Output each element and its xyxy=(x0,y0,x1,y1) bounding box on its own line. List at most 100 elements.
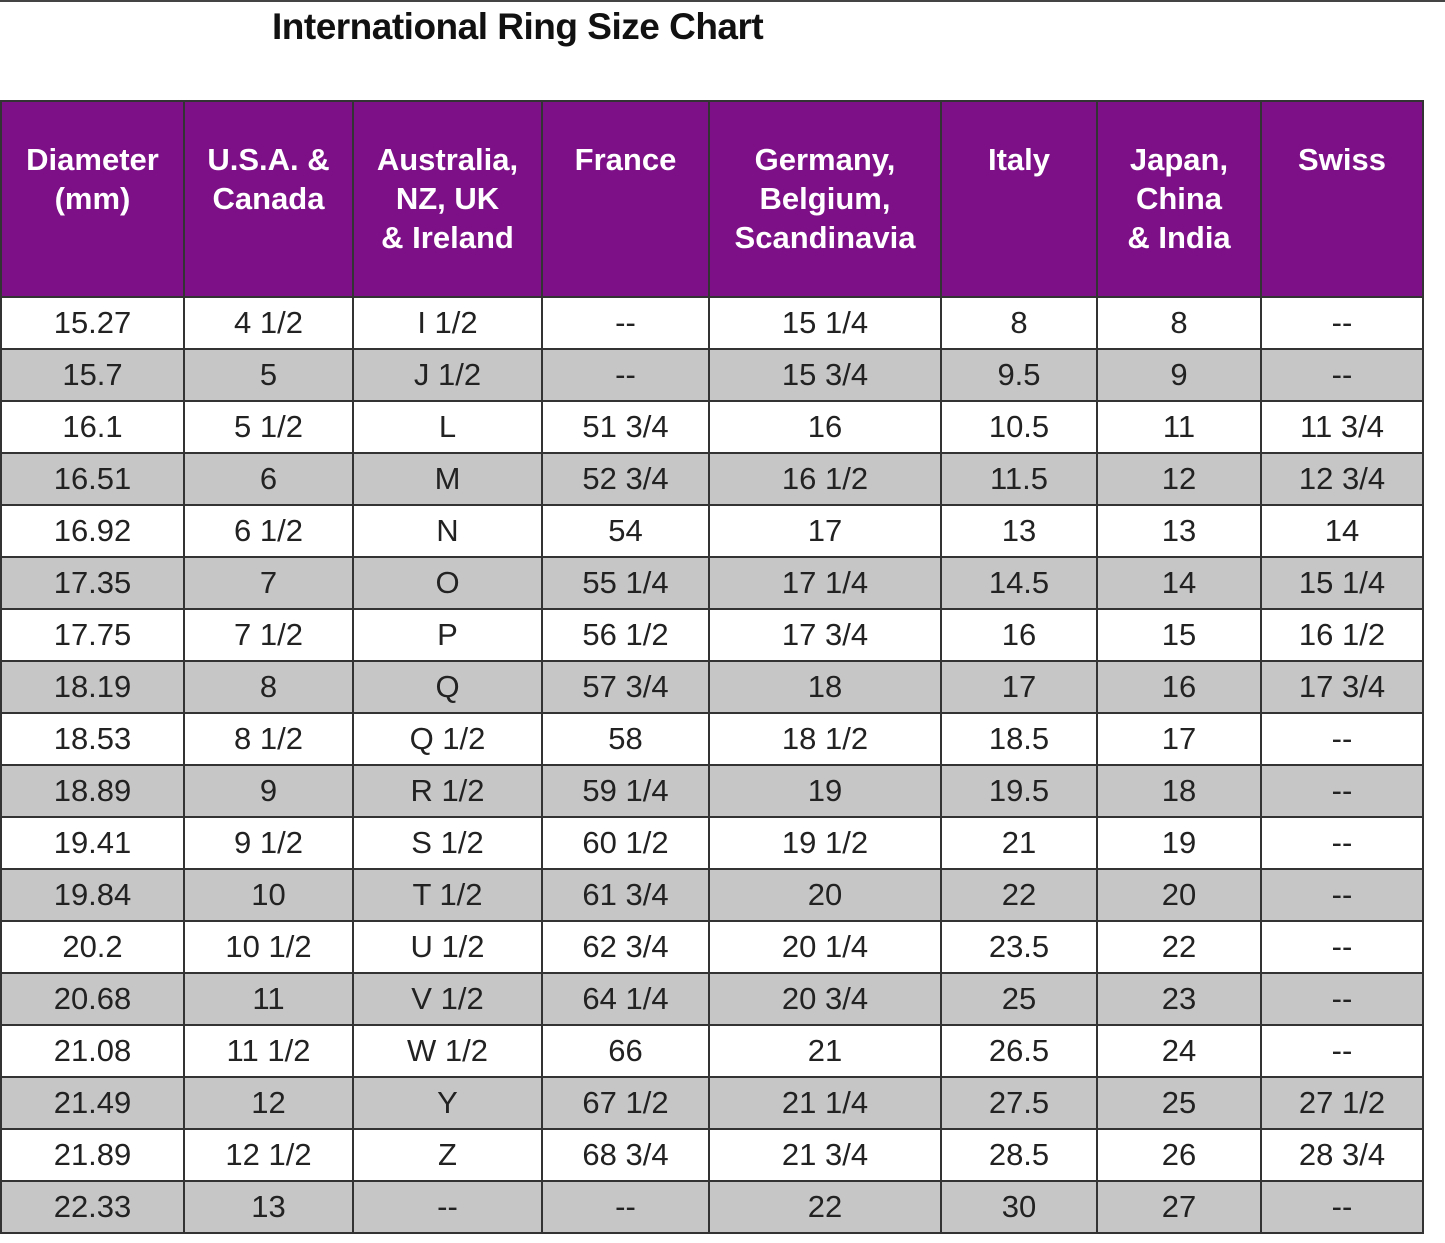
table-cell: 12 xyxy=(1096,452,1262,506)
table-cell: 8 xyxy=(940,296,1098,350)
table-cell: -- xyxy=(541,296,710,350)
table-row: 18.53 8 1/2 Q 1/2 58 18 1/2 18.5 17 -- xyxy=(0,712,1424,766)
table-cell: 5 xyxy=(183,348,354,402)
table-cell: Z xyxy=(352,1128,543,1182)
table-cell: 21 1/4 xyxy=(708,1076,942,1130)
table-row: 21.49 12 Y 67 1/2 21 1/4 27.5 25 27 1/2 xyxy=(0,1076,1424,1130)
table-cell: 16 xyxy=(940,608,1098,662)
table-cell: W 1/2 xyxy=(352,1024,543,1078)
table-cell: 17 xyxy=(1096,712,1262,766)
table-cell: N xyxy=(352,504,543,558)
table-cell: P xyxy=(352,608,543,662)
table-row: 15.7 5 J 1/2 -- 15 3/4 9.5 9 -- xyxy=(0,348,1424,402)
table-cell: 18.53 xyxy=(0,712,185,766)
table-cell: -- xyxy=(352,1180,543,1234)
column-header: U.S.A. & Canada xyxy=(183,100,354,298)
table-cell: 12 xyxy=(183,1076,354,1130)
table-cell: 22.33 xyxy=(0,1180,185,1234)
table-cell: 4 1/2 xyxy=(183,296,354,350)
table-cell: Q xyxy=(352,660,543,714)
table-cell: V 1/2 xyxy=(352,972,543,1026)
table-cell: 27 xyxy=(1096,1180,1262,1234)
table-cell: 21 xyxy=(708,1024,942,1078)
table-cell: 14 xyxy=(1096,556,1262,610)
table-cell: M xyxy=(352,452,543,506)
table-cell: -- xyxy=(1260,972,1424,1026)
table-cell: 24 xyxy=(1096,1024,1262,1078)
table-cell: 15 xyxy=(1096,608,1262,662)
table-cell: 18 1/2 xyxy=(708,712,942,766)
table-cell: 16 xyxy=(708,400,942,454)
table-cell: 19.41 xyxy=(0,816,185,870)
table-cell: 19.84 xyxy=(0,868,185,922)
table-cell: 67 1/2 xyxy=(541,1076,710,1130)
table-cell: 15.27 xyxy=(0,296,185,350)
table-cell: 22 xyxy=(940,868,1098,922)
table-cell: 17 1/4 xyxy=(708,556,942,610)
table-cell: 26 xyxy=(1096,1128,1262,1182)
table-cell: R 1/2 xyxy=(352,764,543,818)
table-cell: 13 xyxy=(940,504,1098,558)
table-cell: -- xyxy=(1260,1180,1424,1234)
table-cell: 20 xyxy=(1096,868,1262,922)
table-cell: 52 3/4 xyxy=(541,452,710,506)
table-cell: 66 xyxy=(541,1024,710,1078)
table-cell: 21.89 xyxy=(0,1128,185,1182)
table-cell: 20.2 xyxy=(0,920,185,974)
table-cell: 55 1/4 xyxy=(541,556,710,610)
table-cell: 64 1/4 xyxy=(541,972,710,1026)
table-cell: -- xyxy=(1260,816,1424,870)
table-row: 17.75 7 1/2 P 56 1/2 17 3/4 16 15 16 1/2 xyxy=(0,608,1424,662)
table-cell: 18 xyxy=(1096,764,1262,818)
table-cell: -- xyxy=(541,1180,710,1234)
table-cell: L xyxy=(352,400,543,454)
table-cell: 16.92 xyxy=(0,504,185,558)
table-row: 16.92 6 1/2 N 54 17 13 13 14 xyxy=(0,504,1424,558)
table-cell: 9 xyxy=(183,764,354,818)
table-cell: 30 xyxy=(940,1180,1098,1234)
table-cell: 26.5 xyxy=(940,1024,1098,1078)
table-cell: 11 3/4 xyxy=(1260,400,1424,454)
table-cell: 20 1/4 xyxy=(708,920,942,974)
ring-size-table: Diameter (mm) U.S.A. & Canada Australia, N… xyxy=(0,100,1424,1234)
table-cell: -- xyxy=(541,348,710,402)
table-cell: Q 1/2 xyxy=(352,712,543,766)
table-cell: 9 1/2 xyxy=(183,816,354,870)
table-row: 21.89 12 1/2 Z 68 3/4 21 3/4 28.5 26 28 3/4 xyxy=(0,1128,1424,1182)
table-cell: 18 xyxy=(708,660,942,714)
table-cell: 6 xyxy=(183,452,354,506)
column-header: Japan, China & India xyxy=(1096,100,1262,298)
table-cell: -- xyxy=(1260,764,1424,818)
table-cell: 60 1/2 xyxy=(541,816,710,870)
table-cell: 15 1/4 xyxy=(708,296,942,350)
table-cell: 20 3/4 xyxy=(708,972,942,1026)
table-cell: 14.5 xyxy=(940,556,1098,610)
table-cell: 22 xyxy=(708,1180,942,1234)
table-row: 21.08 11 1/2 W 1/2 66 21 26.5 24 -- xyxy=(0,1024,1424,1078)
table-cell: 57 3/4 xyxy=(541,660,710,714)
table-cell: 13 xyxy=(1096,504,1262,558)
table-cell: 21 xyxy=(940,816,1098,870)
table-cell: 59 1/4 xyxy=(541,764,710,818)
title: International Ring Size Chart xyxy=(272,6,764,47)
table-cell: 12 3/4 xyxy=(1260,452,1424,506)
table-cell: 9 xyxy=(1096,348,1262,402)
table-cell: J 1/2 xyxy=(352,348,543,402)
table-cell: 10.5 xyxy=(940,400,1098,454)
table-cell: 12 1/2 xyxy=(183,1128,354,1182)
table-cell: 14 xyxy=(1260,504,1424,558)
table-cell: 16.1 xyxy=(0,400,185,454)
column-header: Swiss xyxy=(1260,100,1424,298)
table-cell: 15.7 xyxy=(0,348,185,402)
table-cell: 7 1/2 xyxy=(183,608,354,662)
table-cell: -- xyxy=(1260,296,1424,350)
table-cell: 5 1/2 xyxy=(183,400,354,454)
table-cell: I 1/2 xyxy=(352,296,543,350)
table-cell: 21 3/4 xyxy=(708,1128,942,1182)
table-cell: 56 1/2 xyxy=(541,608,710,662)
top-rule xyxy=(0,0,1445,2)
table-cell: 68 3/4 xyxy=(541,1128,710,1182)
header-row: Diameter (mm) U.S.A. & Canada Australia, N… xyxy=(0,100,1424,298)
table-cell: 18.5 xyxy=(940,712,1098,766)
table-cell: 51 3/4 xyxy=(541,400,710,454)
